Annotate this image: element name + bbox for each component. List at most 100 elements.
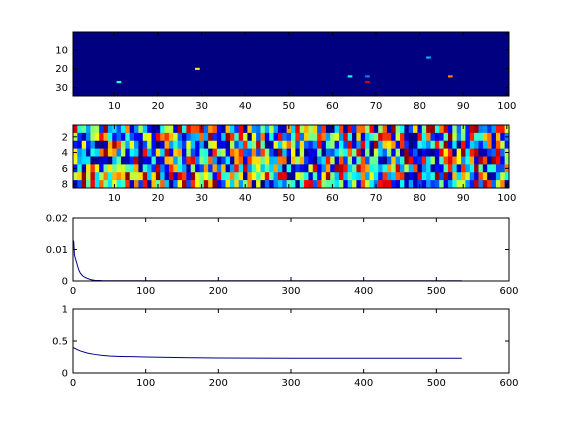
heatmap-cell — [299, 172, 305, 181]
y-tick-label: 0 — [62, 277, 68, 288]
heatmap-cell — [491, 125, 497, 134]
heatmap-cell — [164, 156, 170, 165]
heatmap-cell — [147, 132, 152, 142]
heatmap-cell — [430, 164, 436, 173]
heatmap-cell — [116, 172, 122, 181]
heatmap-cell — [90, 148, 96, 157]
heatmap-cell — [86, 125, 91, 134]
heatmap-cell — [478, 125, 484, 134]
heatmap-cell — [404, 180, 410, 189]
heatmap-cell — [482, 148, 488, 157]
heatmap-cell — [177, 125, 183, 134]
heatmap-cell — [304, 140, 309, 149]
heatmap-cell — [94, 140, 100, 149]
heatmap-cell — [295, 140, 301, 149]
heatmap-cell — [238, 172, 244, 181]
heatmap-cell — [356, 156, 362, 165]
heatmap-cell — [90, 164, 96, 173]
plot-area — [73, 309, 509, 373]
heatmap-cell — [325, 156, 331, 165]
heatmap-cell — [116, 132, 122, 142]
heatmap-cell — [173, 172, 178, 181]
x-tick-label: 0 — [70, 378, 76, 389]
heatmap-cell — [360, 164, 366, 173]
x-tick-label: 60 — [326, 193, 339, 204]
heatmap-cell — [90, 132, 96, 142]
heatmap-cell — [317, 140, 322, 149]
heatmap-cell — [225, 140, 231, 149]
heatmap-cell — [404, 172, 410, 181]
heatmap-cell — [234, 180, 239, 189]
heatmap-cell — [299, 125, 305, 134]
heatmap-cell — [103, 140, 109, 149]
y-tick-label: 1 — [62, 305, 68, 316]
heatmap-cell — [229, 156, 235, 165]
heatmap-cell — [421, 156, 427, 165]
heatmap-cell — [229, 172, 235, 181]
x-tick-label: 500 — [427, 378, 446, 389]
heatmap-cell — [99, 180, 104, 189]
heatmap-cell — [373, 172, 379, 181]
heatmap-cell — [247, 132, 253, 142]
heatmap-cell — [426, 56, 431, 59]
heatmap-cell — [90, 180, 96, 189]
heatmap-cell — [491, 172, 497, 181]
heatmap-cell — [299, 148, 305, 157]
heatmap-cell — [116, 140, 122, 149]
heatmap-cell — [212, 156, 218, 165]
heatmap-cell — [164, 132, 170, 142]
heatmap-cell — [343, 148, 348, 157]
heatmap-cell — [112, 132, 117, 142]
heatmap-cell — [243, 164, 248, 173]
heatmap-cell — [356, 164, 362, 173]
heatmap-cell — [107, 132, 113, 142]
heatmap-cell — [120, 148, 126, 157]
heatmap-cell — [234, 125, 239, 134]
heatmap-cell — [282, 172, 287, 181]
heatmap-cell — [186, 125, 192, 134]
heatmap-cell — [86, 164, 91, 173]
heatmap-cell — [461, 164, 466, 173]
heatmap-cell — [160, 132, 165, 142]
heatmap-cell — [269, 164, 274, 173]
heatmap-cell — [260, 148, 266, 157]
heatmap-cell — [142, 132, 148, 142]
heatmap-cell — [482, 125, 488, 134]
heatmap-cell — [317, 164, 322, 173]
heatmap-cell — [495, 148, 501, 157]
heatmap-cell — [343, 140, 348, 149]
heatmap-cell — [247, 125, 253, 134]
heatmap-cell — [408, 180, 414, 189]
heatmap-cell — [330, 164, 335, 173]
heatmap-cell — [155, 132, 161, 142]
heatmap-cell — [452, 140, 457, 149]
heatmap-cell — [164, 140, 170, 149]
heatmap-cell — [286, 172, 292, 181]
heatmap-cell — [347, 132, 353, 142]
heatmap-cell — [286, 156, 292, 165]
x-tick-label: 90 — [457, 101, 470, 112]
heatmap-cell — [299, 164, 305, 173]
heatmap-cell — [155, 164, 161, 173]
heatmap-cell — [413, 132, 418, 142]
heatmap-cell — [456, 156, 462, 165]
heatmap-cell — [295, 164, 301, 173]
heatmap-cell — [356, 148, 362, 157]
heatmap-cell — [426, 164, 431, 173]
heatmap-cell — [413, 156, 418, 165]
heatmap-cell — [81, 172, 87, 181]
x-tick-label: 70 — [370, 101, 383, 112]
heatmap-cell — [443, 140, 449, 149]
heatmap-cell — [400, 140, 405, 149]
heatmap-cell — [160, 164, 165, 173]
heatmap-cell — [365, 125, 370, 134]
heatmap-cell — [116, 148, 122, 157]
heatmap-cell — [195, 148, 200, 157]
heatmap-cell — [308, 125, 314, 134]
heatmap-cell — [495, 140, 501, 149]
heatmap-cell — [234, 140, 239, 149]
heatmap-cell — [395, 140, 401, 149]
heatmap-cell — [269, 156, 274, 165]
heatmap-cell — [482, 156, 488, 165]
heatmap-cell — [129, 125, 135, 134]
